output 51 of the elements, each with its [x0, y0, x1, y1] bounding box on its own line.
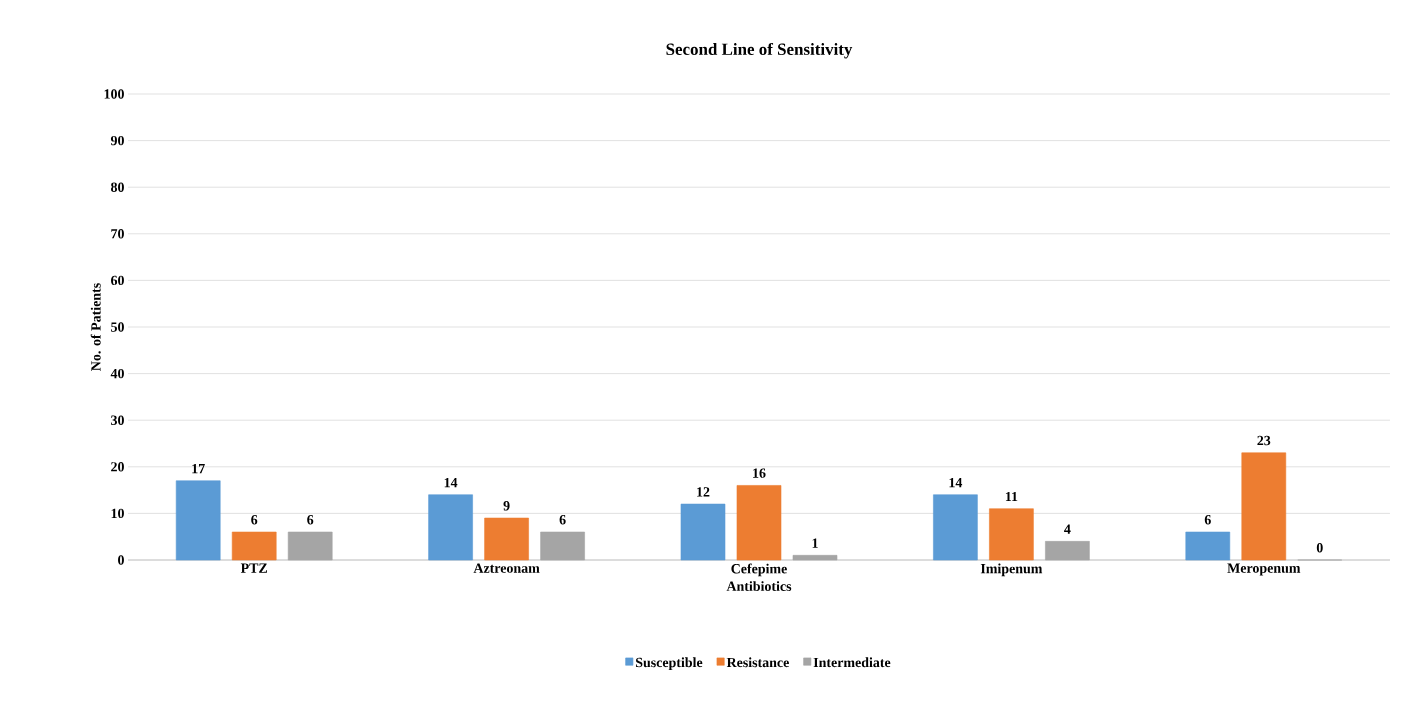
data-label: 17 — [192, 463, 205, 474]
y-tick-label: 100 — [104, 89, 124, 99]
y-tick-label: 90 — [110, 135, 124, 146]
data-label: 14 — [444, 477, 458, 488]
x-tick-label: PTZ — [240, 563, 268, 573]
bar — [287, 531, 333, 561]
y-tick-label: 70 — [111, 229, 124, 239]
y-tick-label: 10 — [111, 508, 124, 519]
bar — [1241, 452, 1287, 561]
x-tick-label: Imipenum — [980, 563, 1043, 577]
bar — [1045, 541, 1090, 561]
legend-label: Susceptible — [635, 657, 703, 671]
x-axis-title: Antibiotics — [726, 581, 792, 591]
data-label: 1 — [812, 538, 818, 548]
bar — [231, 531, 277, 561]
x-tick-label: Meropenum — [1227, 563, 1301, 576]
data-label: 9 — [503, 501, 510, 511]
data-label: 6 — [1204, 515, 1211, 525]
data-label: 4 — [1064, 524, 1071, 534]
bar — [792, 555, 838, 561]
data-label: 23 — [1257, 435, 1271, 446]
bar — [540, 531, 585, 561]
legend-label: Resistance — [726, 657, 789, 668]
y-tick-label: 60 — [111, 275, 124, 286]
data-label: 12 — [697, 487, 710, 497]
data-label: 6 — [559, 515, 566, 525]
data-label: 6 — [307, 515, 314, 525]
chart-title: Second Line of Sensitivity — [666, 42, 853, 59]
y-tick-label: 40 — [110, 368, 124, 379]
data-label: 0 — [1316, 542, 1323, 553]
y-tick-label: 30 — [111, 415, 124, 425]
y-tick-label: 50 — [111, 322, 124, 332]
bar — [428, 494, 473, 561]
bar — [484, 517, 529, 561]
bar — [736, 485, 782, 561]
bar — [175, 480, 221, 561]
y-axis-title: No. of Patients — [90, 283, 101, 371]
data-label: 14 — [949, 477, 963, 488]
x-tick-label: Aztreonam — [473, 563, 540, 573]
data-label: 16 — [753, 468, 766, 478]
y-tick-label: 0 — [118, 555, 124, 565]
x-tick-label: Cefepime — [731, 563, 787, 577]
bar — [1185, 531, 1231, 561]
legend-label: Intermediate — [813, 657, 891, 668]
bar — [933, 494, 978, 561]
bar — [989, 508, 1034, 561]
data-label: 6 — [251, 515, 258, 525]
data-label: 11 — [1005, 491, 1018, 502]
y-tick-label: 80 — [111, 182, 124, 192]
y-tick-label: 20 — [111, 462, 124, 472]
bar — [680, 503, 726, 561]
